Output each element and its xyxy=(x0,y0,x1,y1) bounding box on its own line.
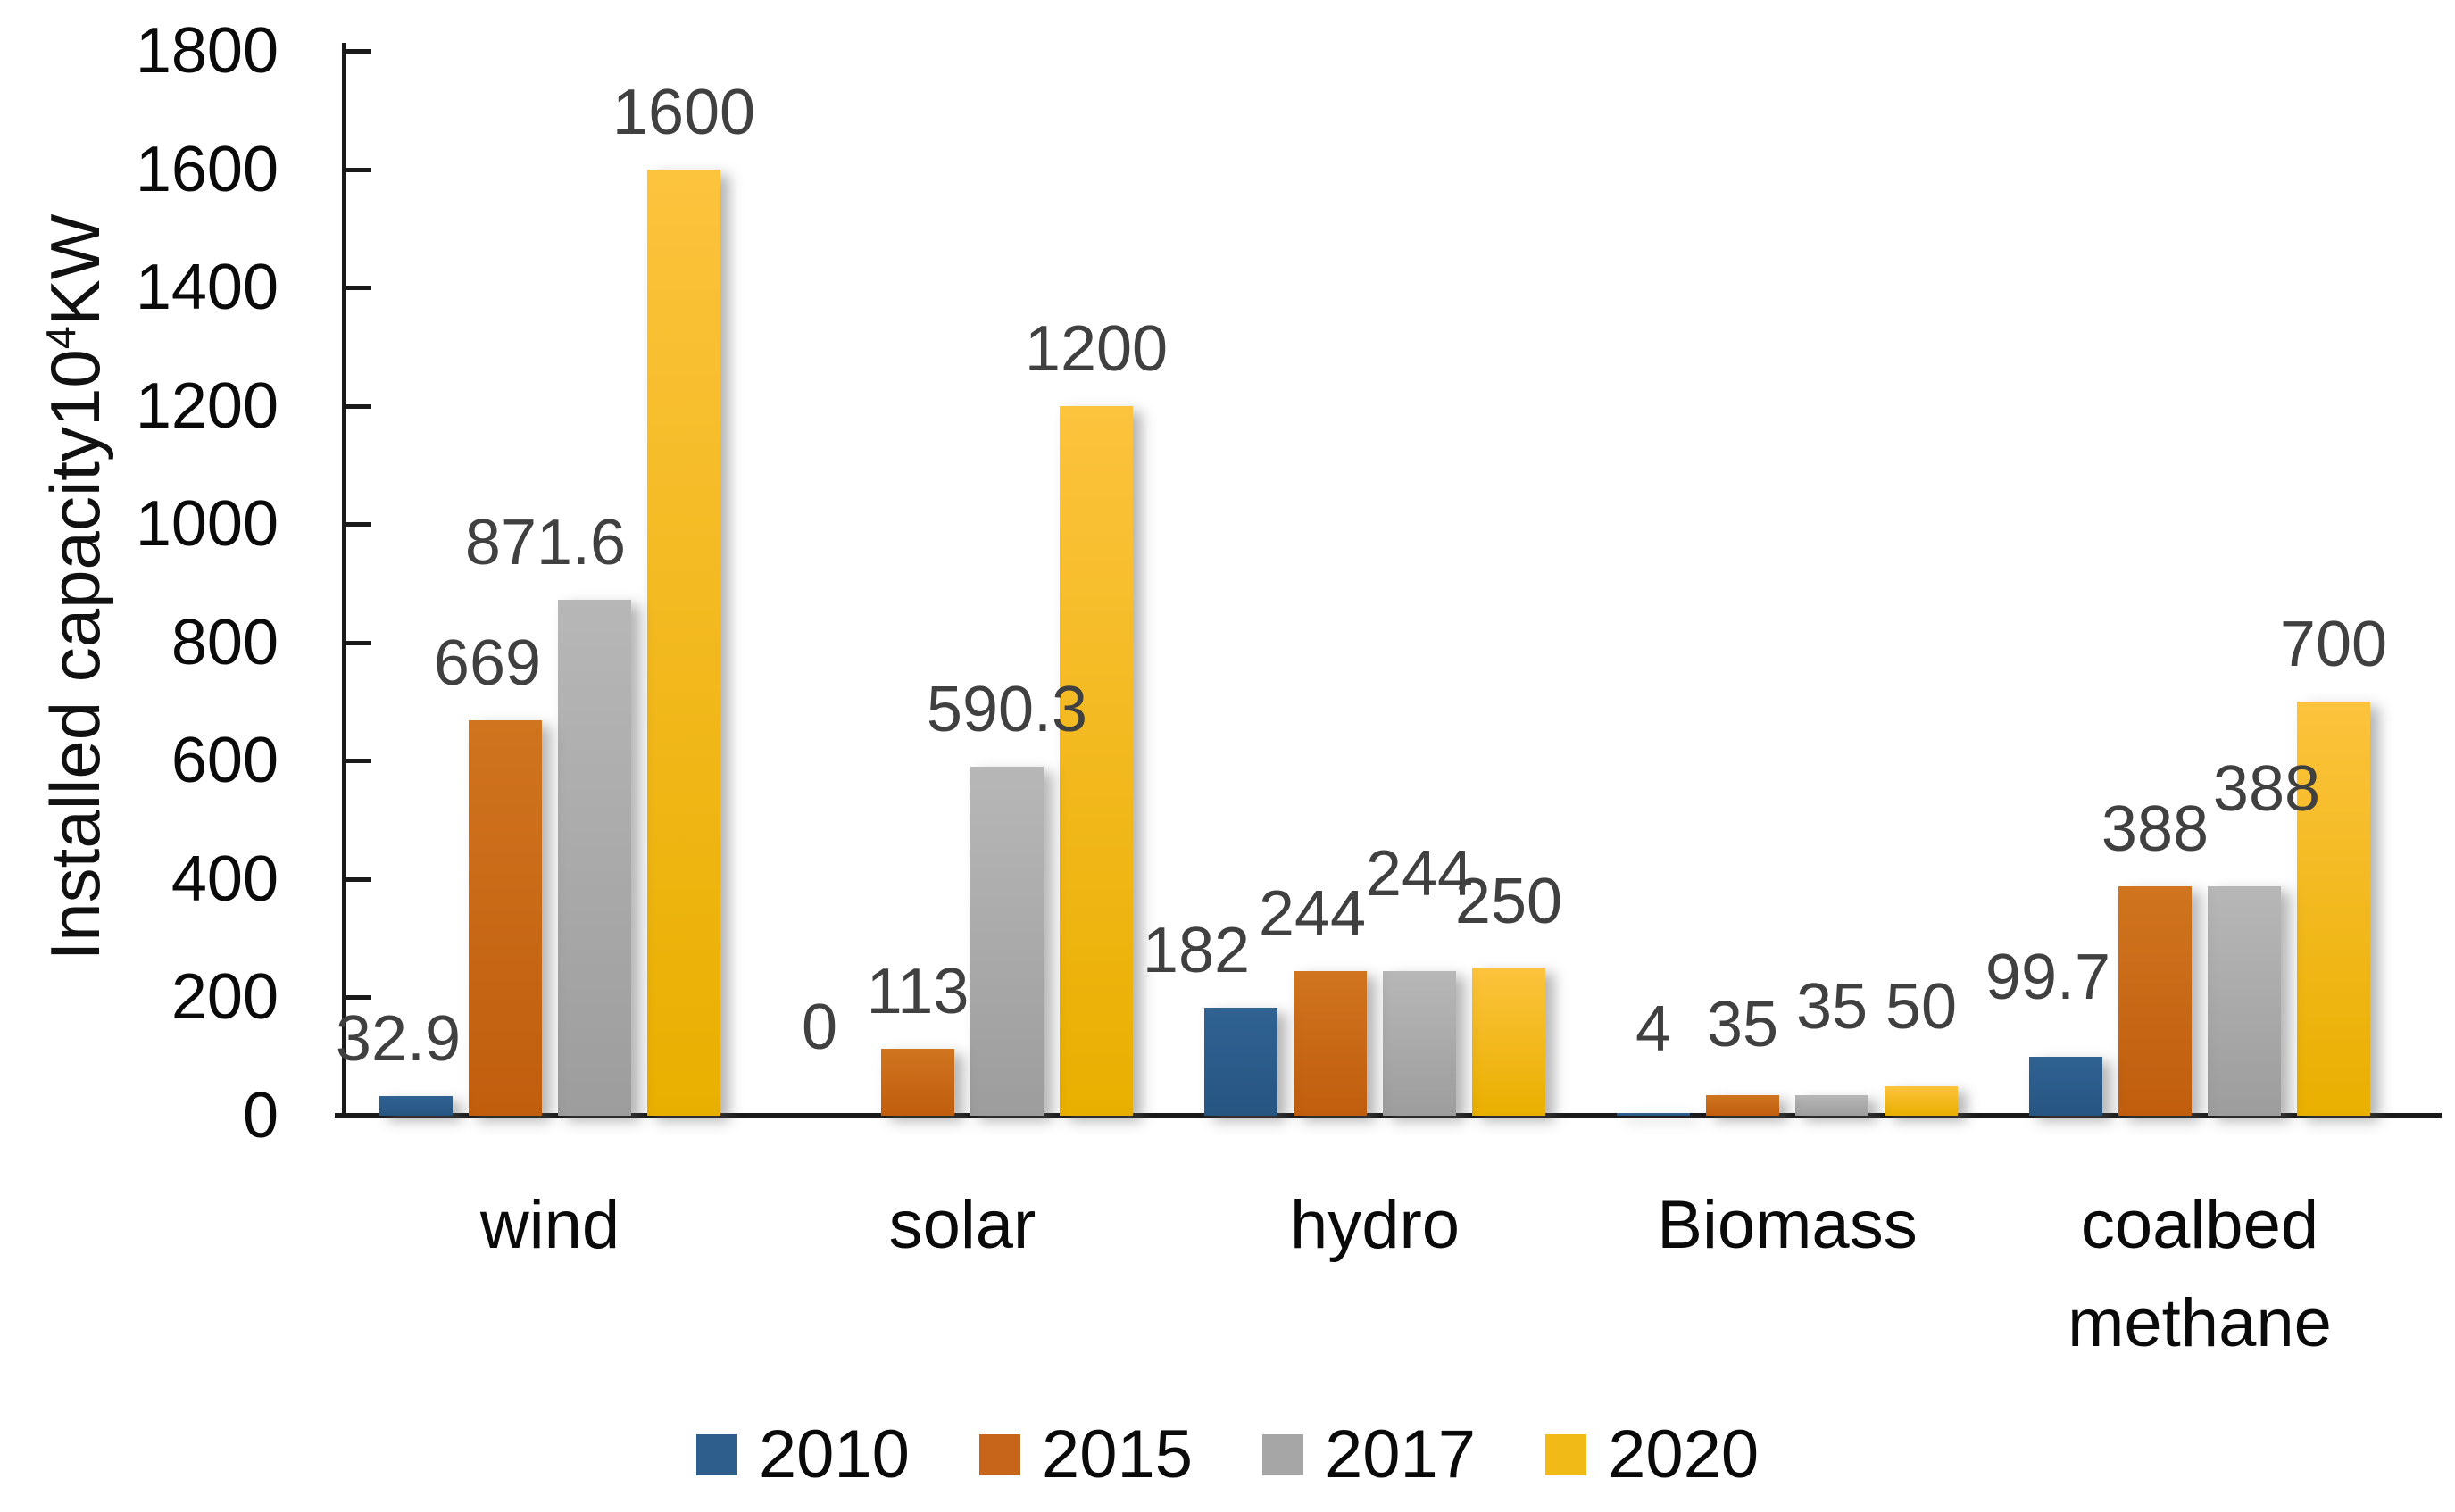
y-tick-label: 1000 xyxy=(135,488,279,561)
bar-2010-coalbed-methane xyxy=(2029,1056,2102,1116)
bar-value-label: 32.9 xyxy=(335,1003,462,1076)
bar-value-label: 1200 xyxy=(1024,312,1169,385)
y-tick-label: 200 xyxy=(171,961,279,1034)
legend-item-2017: 2017 xyxy=(1262,1415,1476,1495)
bar-2015-Biomass xyxy=(1706,1094,1779,1116)
bar-value-label: 35 xyxy=(1706,988,1779,1060)
y-tick-mark xyxy=(346,49,371,54)
bar-value-label: 182 xyxy=(1142,915,1251,987)
bar-value-label: 35 xyxy=(1795,970,1868,1043)
y-tick-label: 1200 xyxy=(135,370,279,442)
y-axis-line xyxy=(342,43,346,1118)
bar-2020-coalbed-methane xyxy=(2297,702,2370,1116)
bar-value-label: 0 xyxy=(801,992,838,1063)
x-category-label-line: wind xyxy=(479,1187,620,1263)
x-category-label: Biomass xyxy=(1510,1176,2064,1275)
y-tick-mark xyxy=(346,522,371,528)
legend: 2010 2015 2017 2020 xyxy=(0,1408,2455,1501)
y-tick-label: 600 xyxy=(171,725,279,797)
bar-value-label: 250 xyxy=(1454,866,1563,938)
y-tick-mark xyxy=(346,640,371,645)
legend-label-2020: 2020 xyxy=(1608,1416,1760,1492)
y-tick-mark xyxy=(346,876,371,882)
bar-2015-hydro xyxy=(1294,971,1367,1116)
x-category-label-line: coalbed xyxy=(2080,1187,2319,1263)
bar-value-label: 50 xyxy=(1885,970,1958,1043)
bar-value-label: 871.6 xyxy=(464,507,627,579)
legend-swatch-2015 xyxy=(978,1434,1020,1475)
x-axis-line xyxy=(335,1113,2442,1118)
y-tick-label: 1600 xyxy=(135,133,279,205)
y-tick-mark xyxy=(346,759,371,764)
legend-item-2015: 2015 xyxy=(978,1415,1193,1495)
y-tick-mark xyxy=(346,167,371,172)
bar-value-label: 113 xyxy=(866,956,970,1028)
bar-2020-wind xyxy=(647,169,720,1116)
bar-2010-hydro xyxy=(1204,1008,1277,1116)
x-category-label-line: methane xyxy=(2068,1285,2332,1361)
bar-2015-coalbed-methane xyxy=(2118,885,2192,1116)
bar-2017-solar xyxy=(970,766,1044,1116)
bar-2010-Biomass xyxy=(1617,1113,1690,1116)
y-tick-label: 800 xyxy=(171,606,279,678)
bar-value-label: 388 xyxy=(2212,752,2321,825)
x-category-label-line: Biomass xyxy=(1657,1187,1918,1263)
bar-value-label: 388 xyxy=(2101,793,2210,865)
bar-2015-wind xyxy=(469,719,542,1116)
y-tick-label: 1400 xyxy=(135,252,279,324)
legend-swatch-2017 xyxy=(1262,1434,1303,1475)
y-tick-label: 0 xyxy=(242,1080,279,1151)
y-tick-mark xyxy=(346,286,371,291)
bar-value-label: 1600 xyxy=(612,76,756,148)
legend-label-2015: 2015 xyxy=(1041,1416,1193,1492)
legend-label-2010: 2010 xyxy=(758,1416,910,1492)
x-category-label-line: solar xyxy=(888,1187,1036,1263)
y-tick-label: 1800 xyxy=(135,15,279,87)
y-tick-mark xyxy=(346,995,371,1001)
bar-2017-Biomass xyxy=(1795,1094,1868,1116)
bar-value-label: 244 xyxy=(1258,878,1367,951)
legend-swatch-2010 xyxy=(695,1434,737,1475)
bar-value-label: 669 xyxy=(433,627,542,699)
legend-label-2017: 2017 xyxy=(1325,1416,1477,1492)
bar-2017-wind xyxy=(558,600,631,1116)
x-category-label: wind xyxy=(273,1176,827,1275)
bar-2017-hydro xyxy=(1383,971,1456,1116)
bar-2020-hydro xyxy=(1472,968,1545,1116)
legend-item-2020: 2020 xyxy=(1545,1415,1759,1495)
bar-2017-coalbed-methane xyxy=(2208,885,2281,1116)
bar-2010-wind xyxy=(379,1096,453,1116)
y-tick-mark xyxy=(346,403,371,409)
bar-2020-solar xyxy=(1060,405,1133,1116)
bar-value-label: 4 xyxy=(1635,993,1672,1066)
bar-value-label: 700 xyxy=(2279,609,2388,681)
bar-2015-solar xyxy=(881,1049,954,1116)
bar-value-label: 590.3 xyxy=(926,673,1088,745)
x-category-label: solar xyxy=(686,1176,1239,1275)
bar-2020-Biomass xyxy=(1885,1085,1958,1116)
x-category-label-line: hydro xyxy=(1289,1187,1461,1263)
legend-item-2010: 2010 xyxy=(695,1415,910,1495)
bar-value-label: 99.7 xyxy=(1985,941,2111,1013)
y-tick-label: 400 xyxy=(171,843,279,915)
legend-swatch-2020 xyxy=(1545,1434,1587,1475)
bar-value-label: 244 xyxy=(1365,838,1474,910)
x-category-label: hydro xyxy=(1098,1176,1652,1275)
x-category-label: coalbed methane xyxy=(1923,1176,2455,1373)
